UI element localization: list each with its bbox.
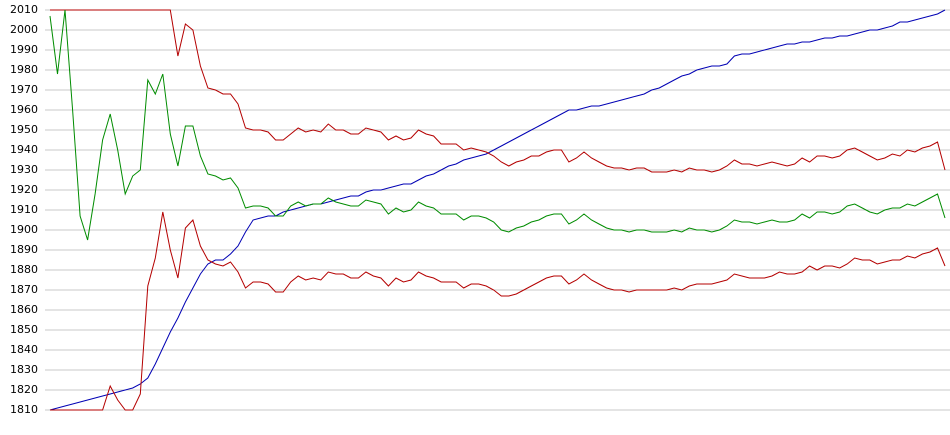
y-tick-label: 1980 xyxy=(10,63,38,76)
y-tick-label: 1940 xyxy=(10,143,38,156)
y-tick-label: 1870 xyxy=(10,283,38,296)
y-tick-label: 1860 xyxy=(10,303,38,316)
y-tick-label: 1900 xyxy=(10,223,38,236)
y-tick-label: 1970 xyxy=(10,83,38,96)
y-tick-label: 1890 xyxy=(10,243,38,256)
y-tick-label: 1810 xyxy=(10,403,38,416)
y-tick-label: 2010 xyxy=(10,3,38,16)
series-line xyxy=(50,211,946,411)
y-tick-label: 1990 xyxy=(10,43,38,56)
y-tick-label: 1840 xyxy=(10,343,38,356)
series-line xyxy=(49,9,946,241)
y-tick-label: 2000 xyxy=(10,23,38,36)
series-line xyxy=(50,9,946,173)
y-tick-label: 1830 xyxy=(10,363,38,376)
y-tick-label: 1930 xyxy=(10,163,38,176)
y-tick-label: 1850 xyxy=(10,323,38,336)
y-tick-label: 1950 xyxy=(10,123,38,136)
y-tick-label: 1920 xyxy=(10,183,38,196)
series-line xyxy=(49,9,946,411)
y-tick-label: 1880 xyxy=(10,263,38,276)
y-tick-label: 1820 xyxy=(10,383,38,396)
y-tick-label: 1960 xyxy=(10,103,38,116)
y-tick-label: 1910 xyxy=(10,203,38,216)
